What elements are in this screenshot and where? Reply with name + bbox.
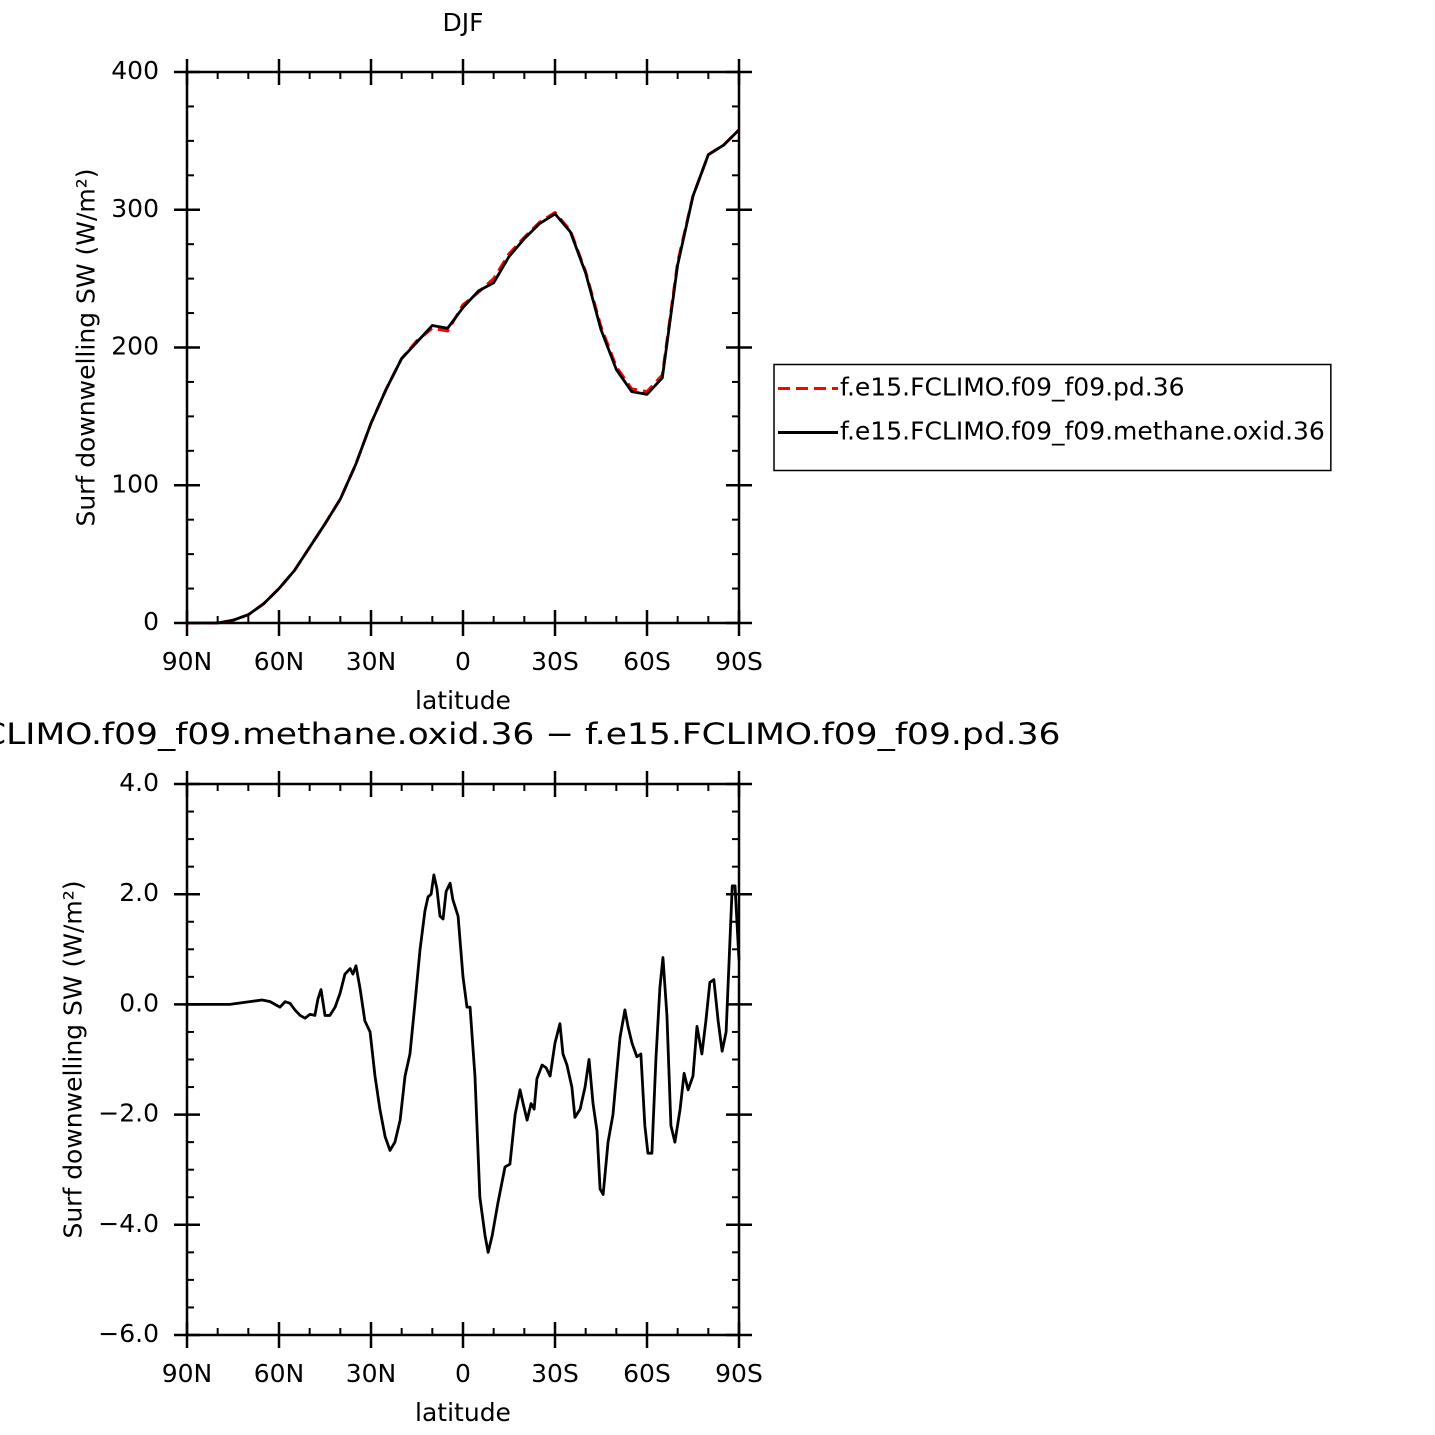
- x-axis-label: latitude: [415, 1398, 511, 1427]
- x-axis-label: latitude: [415, 686, 511, 715]
- y-tick-label: 400: [111, 56, 159, 85]
- y-tick-label: 4.0: [119, 768, 159, 797]
- series-line: [187, 873, 741, 1254]
- y-axis-label: Surf downwelling SW (W/m²): [58, 880, 87, 1238]
- x-tick-label: 90S: [715, 1359, 763, 1388]
- y-tick-label: 0.0: [119, 988, 159, 1017]
- x-tick-label: 90N: [162, 647, 213, 676]
- x-tick-label: 30N: [346, 647, 397, 676]
- series-line: [187, 128, 741, 625]
- x-tick-label: 60S: [623, 647, 671, 676]
- legend-label: f.e15.FCLIMO.f09_f09.methane.oxid.36: [840, 417, 1325, 446]
- y-tick-label: −2.0: [98, 1099, 159, 1128]
- legend-box: [773, 363, 1332, 472]
- y-tick-label: 0: [143, 607, 159, 636]
- chart-title: DJF: [442, 8, 483, 37]
- y-axis-label: Surf downwelling SW (W/m²): [71, 168, 100, 526]
- legend-label: f.e15.FCLIMO.f09_f09.pd.36: [840, 373, 1185, 402]
- x-tick-label: 30S: [531, 647, 579, 676]
- x-tick-label: 30S: [531, 1359, 579, 1388]
- y-tick-label: 2.0: [119, 878, 159, 907]
- y-tick-label: −6.0: [98, 1319, 159, 1348]
- plot-frame: [185, 70, 741, 625]
- y-tick-label: 300: [111, 194, 159, 223]
- x-tick-label: 30N: [346, 1359, 397, 1388]
- series-line: [187, 128, 740, 625]
- y-tick-label: −4.0: [98, 1209, 159, 1238]
- y-tick-label: 200: [111, 332, 159, 361]
- x-tick-label: 90N: [162, 1359, 213, 1388]
- chart-title: f.e15.FCLIMO.f09_f09.methane.oxid.36 − f…: [0, 717, 1061, 751]
- x-tick-label: 0: [455, 1359, 471, 1388]
- y-tick-label: 100: [111, 469, 159, 498]
- x-tick-label: 60N: [254, 1359, 305, 1388]
- x-tick-label: 0: [455, 647, 471, 676]
- x-tick-label: 60S: [623, 1359, 671, 1388]
- x-tick-label: 90S: [715, 647, 763, 676]
- x-tick-label: 60N: [254, 647, 305, 676]
- legend: f.e15.FCLIMO.f09_f09.pd.36 f.e15.FCLIMO.f…: [773, 363, 1332, 472]
